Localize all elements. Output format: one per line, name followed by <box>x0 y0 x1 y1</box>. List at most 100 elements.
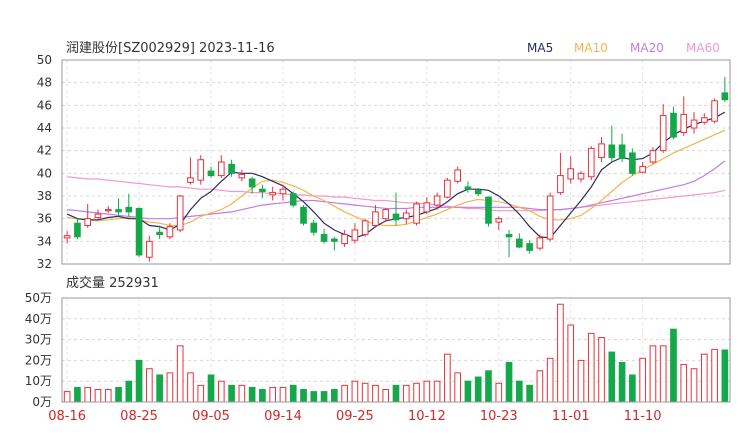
volume-bar <box>433 380 441 403</box>
candlesticks <box>63 77 729 262</box>
candle <box>63 231 71 244</box>
candle-body <box>187 177 194 183</box>
candle-body <box>269 192 277 196</box>
volume-y-tick-label: 20万 <box>25 353 52 367</box>
volume-bar <box>269 386 277 403</box>
candle <box>166 223 174 240</box>
volume-bar <box>670 328 677 403</box>
candle <box>690 112 698 134</box>
legend-item-ma20: MA20 <box>630 41 664 55</box>
volume-y-axis: 50万 40万 30万 20万 10万 0万 <box>25 291 52 409</box>
volume-bar <box>577 359 585 403</box>
volume-bar <box>423 380 431 403</box>
volume-bar <box>680 364 688 403</box>
candle-body <box>351 229 359 241</box>
price-y-tick-label: 42 <box>37 144 52 158</box>
volume-bar <box>495 382 503 403</box>
volume-bar <box>382 389 390 403</box>
candle <box>608 125 616 161</box>
legend-item-ma10: MA10 <box>574 41 608 55</box>
volume-bar <box>372 384 379 403</box>
candle-body <box>300 206 307 224</box>
candle <box>423 197 431 215</box>
volume-bar <box>331 389 338 403</box>
candle <box>598 137 605 162</box>
volume-chart-title: 成交量 252931 <box>66 275 159 291</box>
candle-body <box>228 163 235 174</box>
candle-body <box>495 218 503 223</box>
candle-body <box>505 234 513 238</box>
candle-body <box>135 207 143 256</box>
candle-body <box>711 100 718 122</box>
volume-bar <box>156 374 163 403</box>
candle <box>680 96 688 136</box>
candle <box>711 98 718 124</box>
volume-bar <box>300 389 307 403</box>
candle-body <box>598 143 605 158</box>
candle-body <box>557 175 564 194</box>
candle <box>382 208 390 221</box>
candle <box>259 184 266 199</box>
volume-bar <box>598 337 605 403</box>
volume-bar <box>115 386 122 403</box>
x-tick-label: 08-25 <box>120 409 158 424</box>
volume-bar <box>361 382 369 403</box>
candle-body <box>166 226 174 238</box>
price-chart-title: 润建股份[SZ002929] 2023-11-16 <box>66 41 275 56</box>
volume-bar <box>320 391 328 403</box>
candle <box>156 225 163 240</box>
candle <box>197 155 205 185</box>
volume-bar <box>649 345 657 403</box>
x-tick-label: 08-16 <box>48 409 86 424</box>
volume-bar <box>413 382 420 403</box>
candle <box>505 230 513 258</box>
candle-body <box>670 112 677 138</box>
x-tick-label: 11-10 <box>624 409 662 424</box>
legend: MA5 MA10 MA20 MA60 <box>527 41 720 55</box>
candle-body <box>331 238 338 242</box>
candle-body <box>433 195 441 206</box>
volume-bar <box>207 374 215 403</box>
candle <box>238 169 246 182</box>
candle <box>279 184 287 201</box>
candle <box>74 218 81 240</box>
candle <box>341 230 348 247</box>
candle <box>526 240 533 254</box>
volume-bar <box>444 353 451 403</box>
volume-bar <box>248 386 256 403</box>
candle <box>176 194 184 233</box>
volume-bar <box>104 389 112 403</box>
price-y-tick-label: 40 <box>37 166 52 180</box>
candle-body <box>608 144 616 158</box>
volume-bar <box>721 349 729 403</box>
candle <box>629 148 636 176</box>
volume-bar <box>187 372 194 403</box>
volume-bar <box>557 303 564 403</box>
candle <box>567 156 575 184</box>
candle-body <box>84 218 92 226</box>
volume-bar <box>608 351 616 403</box>
candle <box>310 219 318 236</box>
volume-bar <box>711 348 718 403</box>
volume-bar <box>197 384 205 403</box>
volume-bar <box>289 384 297 403</box>
candle-body <box>289 193 297 206</box>
candle-body <box>587 147 595 178</box>
volume-bar <box>546 357 554 403</box>
candle-body <box>341 234 348 245</box>
candle-body <box>515 238 523 248</box>
price-y-tick-label: 38 <box>37 189 52 203</box>
volume-bar <box>84 386 92 403</box>
x-tick-label: 09-25 <box>336 409 374 424</box>
candle <box>557 152 564 195</box>
x-tick-label: 09-14 <box>264 409 302 424</box>
legend-item-ma60: MA60 <box>686 41 720 55</box>
candle <box>700 113 708 125</box>
candle <box>372 205 379 228</box>
candle <box>187 157 194 185</box>
candle-body <box>680 113 688 134</box>
price-y-tick-label: 32 <box>37 257 52 271</box>
volume-bar <box>259 389 266 403</box>
candle <box>135 207 143 258</box>
price-y-tick-label: 50 <box>37 53 52 67</box>
